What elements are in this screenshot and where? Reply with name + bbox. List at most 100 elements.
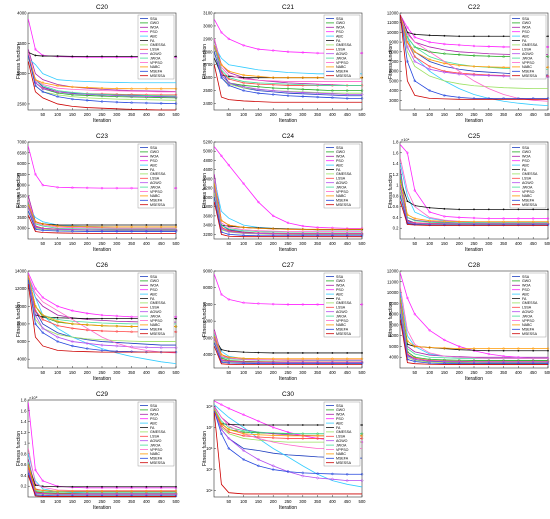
data-point <box>242 458 245 461</box>
data-point <box>55 90 60 94</box>
legend-label: WOA <box>150 413 159 417</box>
x-tick-label: 450 <box>344 112 352 117</box>
x-tick-label: 200 <box>84 499 92 504</box>
legend-label: PSO <box>336 288 344 292</box>
data-point <box>413 345 416 348</box>
series-line-abc <box>28 58 176 84</box>
data-point <box>71 317 74 320</box>
data-point <box>517 349 520 352</box>
data-point <box>145 494 148 498</box>
data-point <box>442 359 447 364</box>
y-tick-label: 2900 <box>203 36 213 41</box>
data-point <box>487 45 490 48</box>
series-line-msessa <box>213 64 362 103</box>
y-tick-label: 1.4 <box>21 419 27 424</box>
series-line-fa <box>399 303 548 352</box>
legend-label: LSSA <box>150 306 160 310</box>
data-point <box>458 208 461 211</box>
series-line-agwo <box>27 55 177 98</box>
data-point <box>547 349 549 352</box>
y-tick-label: 10000 <box>387 290 399 295</box>
data-point <box>413 79 416 83</box>
legend-label: MSEFA <box>150 457 163 461</box>
legend: SSAGWOWOAPSOABCFAGMESSALSSAAGWOJWOAVPPSO… <box>509 143 547 209</box>
legend-label: VPPSO <box>522 61 535 65</box>
y-tick-label: 1.4 <box>393 161 399 166</box>
data-point <box>346 228 349 231</box>
y-tick-label: 4800 <box>203 158 213 163</box>
x-tick-label: 400 <box>515 241 523 246</box>
data-point <box>286 434 290 438</box>
series-line-msessa <box>213 201 362 238</box>
data-point <box>115 224 118 226</box>
data-point <box>41 296 44 299</box>
y-tick-label: 1 <box>396 183 399 188</box>
data-point <box>360 478 364 483</box>
data-point <box>546 75 550 79</box>
data-point <box>242 413 245 416</box>
data-point <box>316 472 319 475</box>
y-tick-label: 9000 <box>389 301 399 306</box>
y-tick-label: 4600 <box>203 167 213 172</box>
legend-label: PSO <box>336 30 344 34</box>
y-tick-label: 11000 <box>387 20 399 25</box>
data-point <box>85 186 89 190</box>
data-point <box>71 55 74 58</box>
legend-label: MSEFA <box>150 328 163 332</box>
y-tick-label: 1.2 <box>21 430 27 435</box>
data-point <box>360 97 364 100</box>
legend-label: MSEFA <box>150 199 163 203</box>
x-tick-label: 400 <box>329 499 337 504</box>
data-point <box>360 92 364 97</box>
data-point <box>487 223 490 227</box>
legend-label: NABC <box>150 65 160 69</box>
y-axis-label: Fitness function <box>16 302 22 337</box>
data-point <box>472 347 476 350</box>
panel-c24: C24 50 100 150 200 250 300 350 400 450 500 Iteratio… <box>202 133 366 253</box>
legend-label: AGWO <box>150 439 162 443</box>
data-point <box>443 223 446 227</box>
data-point <box>145 225 148 229</box>
legend-label: GMESSA <box>150 172 166 176</box>
data-point <box>316 424 319 426</box>
data-point <box>360 76 364 79</box>
x-axis-label: Iteration <box>93 247 111 253</box>
series-line-msefa <box>399 195 548 226</box>
y-axis-label: Fitness function <box>388 173 394 208</box>
y-tick-label: 7000 <box>389 59 399 64</box>
data-point <box>502 354 505 358</box>
data-point <box>227 428 231 431</box>
data-point <box>241 85 246 89</box>
data-point <box>100 349 104 352</box>
data-point <box>257 200 260 204</box>
x-tick-label: 150 <box>441 241 449 246</box>
data-point <box>502 217 505 220</box>
data-point <box>85 494 89 498</box>
series-line-abc <box>214 404 363 488</box>
data-point <box>160 485 163 488</box>
series-line-pso <box>399 144 548 219</box>
x-tick-label: 500 <box>173 370 181 375</box>
y-tick-label: 11000 <box>387 279 399 284</box>
legend-label: FA <box>336 426 341 430</box>
data-point <box>56 224 59 228</box>
y-axis-label: Fitness function <box>16 44 22 79</box>
legend-box <box>137 143 175 209</box>
legend-label: AGWO <box>522 181 534 185</box>
legend-label: AGWO <box>150 310 162 314</box>
x-tick-label: 250 <box>471 112 479 117</box>
series-line-msefa <box>213 342 362 364</box>
data-point <box>271 464 275 468</box>
data-point <box>316 303 319 306</box>
series-line-nabc <box>399 297 548 349</box>
data-point <box>71 85 74 89</box>
chart-title: C27 <box>282 262 294 269</box>
series-line-msefa <box>213 51 362 99</box>
data-point <box>413 45 416 49</box>
data-point <box>115 344 119 348</box>
data-point <box>174 346 178 350</box>
series-line-jwoa <box>27 202 176 230</box>
series-line-msessa <box>399 319 548 365</box>
x-tick-label: 450 <box>158 499 166 504</box>
data-point <box>34 322 37 326</box>
